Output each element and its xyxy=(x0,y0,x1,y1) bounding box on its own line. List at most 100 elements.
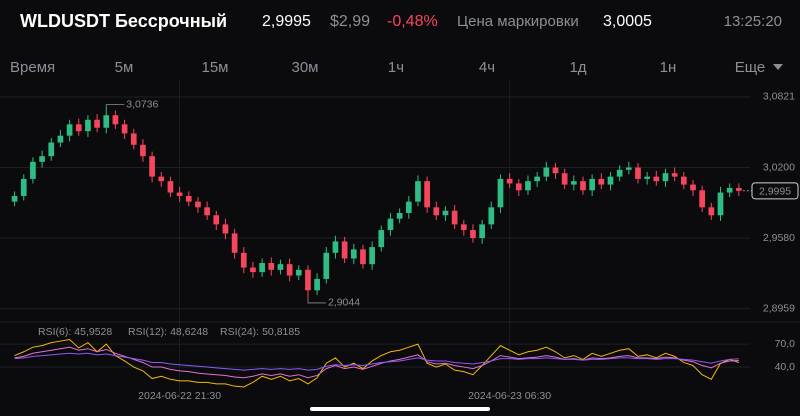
candle-body xyxy=(250,267,256,273)
legend-entry: RSI(24): 50,8185 xyxy=(220,326,300,338)
symbol-title[interactable]: WLDUSDT Бессрочный xyxy=(20,11,227,31)
legend-entry: RSI(12): 48,6248 xyxy=(128,326,208,338)
candle-body xyxy=(671,173,678,177)
candle-body xyxy=(570,181,577,185)
candle-body xyxy=(305,269,311,291)
candle-body xyxy=(451,210,458,225)
candle-body xyxy=(442,210,449,216)
candle-body xyxy=(653,176,660,182)
x-tick-label: 2024-06-22 21:30 xyxy=(138,390,221,402)
y-tick-label: 2,8959 xyxy=(763,302,795,314)
candle-body xyxy=(690,184,696,191)
last-price-label: 2,9995 xyxy=(759,186,791,198)
candle-body xyxy=(589,178,595,191)
annotation-leader xyxy=(105,104,125,107)
candle-body xyxy=(286,264,293,276)
timeframe-tab[interactable]: 1д xyxy=(569,59,586,76)
candle-body xyxy=(460,224,467,231)
candle-body xyxy=(112,115,119,125)
legend-name: RSI(12): xyxy=(128,326,167,338)
candle-body xyxy=(140,144,146,157)
rsi-line xyxy=(14,338,739,388)
candle-body xyxy=(552,167,559,174)
candle-body xyxy=(121,124,128,134)
candle-body xyxy=(259,263,265,273)
candle-body xyxy=(11,195,18,202)
candle-body xyxy=(735,187,742,191)
candle-body xyxy=(85,119,91,132)
x-tick-label: 2024-06-23 06:30 xyxy=(468,390,551,402)
candle-body xyxy=(360,249,366,265)
candle-body xyxy=(561,173,568,185)
legend-value: 50,8185 xyxy=(262,326,300,338)
candle-body xyxy=(195,201,201,208)
candle-body xyxy=(75,124,82,132)
legend-name: RSI(24): xyxy=(220,326,259,338)
candle-body xyxy=(149,156,155,177)
timeframe-tab[interactable]: 1ч xyxy=(388,59,404,76)
last-price-box xyxy=(751,182,799,200)
rsi-line xyxy=(14,346,739,379)
candle-body xyxy=(231,233,238,253)
annotation-label: 2,9044 xyxy=(328,297,360,309)
candle-body xyxy=(167,181,174,193)
timeframe-tab[interactable]: 5м xyxy=(115,59,134,76)
candle-body xyxy=(185,195,192,202)
candle-body xyxy=(94,119,100,128)
candle-body xyxy=(57,135,64,143)
timeframe-tab[interactable]: 15м xyxy=(202,59,229,76)
candle-body xyxy=(625,167,632,170)
y-tick-label: 40,0 xyxy=(775,361,796,373)
y-tick-label: 2,9580 xyxy=(763,232,795,244)
candle-body xyxy=(48,142,55,157)
candle-body xyxy=(204,207,210,216)
timeframe-tab[interactable]: 1н xyxy=(660,59,677,76)
candle-body xyxy=(369,247,375,265)
candle-body xyxy=(30,161,36,179)
candle-body xyxy=(497,178,504,208)
candle-body xyxy=(616,169,623,177)
candle-body xyxy=(213,215,220,225)
candle-body xyxy=(405,201,412,214)
timeframe-tab[interactable]: 4ч xyxy=(479,59,495,76)
candle-body xyxy=(350,249,357,259)
legend-entry: RSI(6): 45,9528 xyxy=(38,326,112,338)
candle-body xyxy=(708,207,715,216)
candle-body xyxy=(479,224,485,239)
candle-body xyxy=(323,252,330,279)
candle-body xyxy=(515,183,522,191)
candle-body xyxy=(130,133,137,145)
candle-body xyxy=(268,263,275,270)
more-button[interactable]: Еще xyxy=(735,59,766,76)
timeframe-tab[interactable]: Время xyxy=(10,59,55,76)
candle-body xyxy=(332,241,339,253)
rsi-line xyxy=(14,352,739,371)
candle-body xyxy=(717,192,724,216)
legend-value: 48,6248 xyxy=(170,326,208,338)
mark-label: Цена маркировки xyxy=(457,13,579,30)
candle-body xyxy=(506,178,513,184)
candle-body xyxy=(387,218,394,231)
candle-body xyxy=(103,115,110,128)
candle-body xyxy=(277,264,284,270)
annotation-leader xyxy=(307,298,326,304)
candle-body xyxy=(66,124,73,136)
candle-body xyxy=(543,167,550,177)
candle-body xyxy=(240,252,247,268)
candle-body xyxy=(699,190,706,208)
clock: 13:25:20 xyxy=(724,13,782,30)
y-tick-label: 3,0200 xyxy=(763,161,795,173)
candle-body xyxy=(644,176,650,179)
candle-body xyxy=(433,207,440,216)
annotation-label: 3,0736 xyxy=(126,98,158,110)
candle-body xyxy=(415,181,421,202)
more-arrow[interactable] xyxy=(773,64,783,70)
timeframe-tab[interactable]: 30м xyxy=(292,59,319,76)
candle-body xyxy=(662,173,669,182)
legend-value: 45,9528 xyxy=(74,326,112,338)
candle-body xyxy=(295,269,302,276)
candle-body xyxy=(470,230,476,239)
legend-name: RSI(6): xyxy=(38,326,71,338)
